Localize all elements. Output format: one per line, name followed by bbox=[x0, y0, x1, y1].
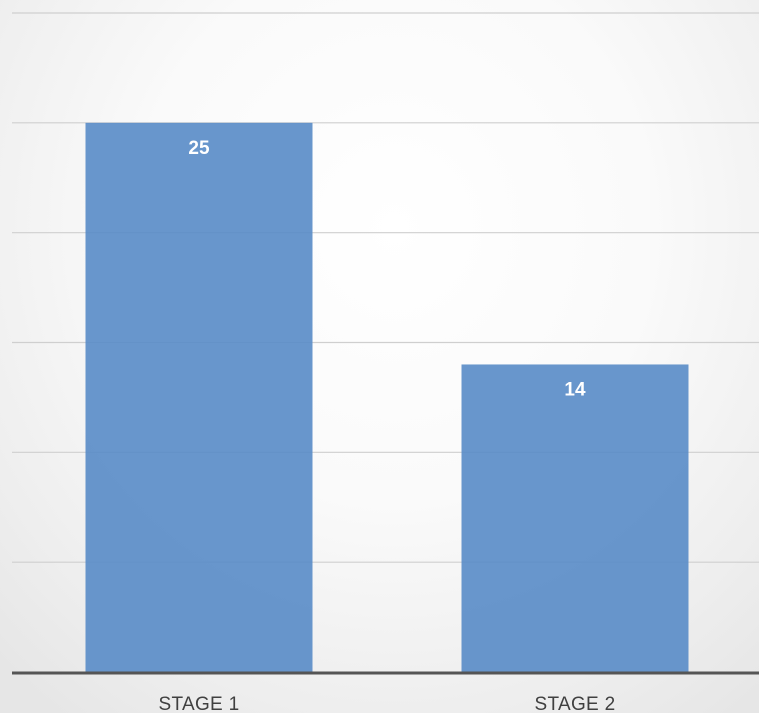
x-tick-label-1: STAGE 1 bbox=[159, 694, 240, 713]
data-label-1: 25 bbox=[188, 138, 210, 159]
bar-1 bbox=[85, 122, 313, 673]
x-tick-labels: STAGE 1 STAGE 2 bbox=[159, 694, 616, 713]
data-label-2: 14 bbox=[564, 379, 586, 400]
bars bbox=[85, 122, 689, 673]
bar-2 bbox=[461, 364, 689, 672]
x-tick-label-2: STAGE 2 bbox=[535, 694, 616, 713]
data-labels: 25 14 bbox=[188, 138, 586, 401]
